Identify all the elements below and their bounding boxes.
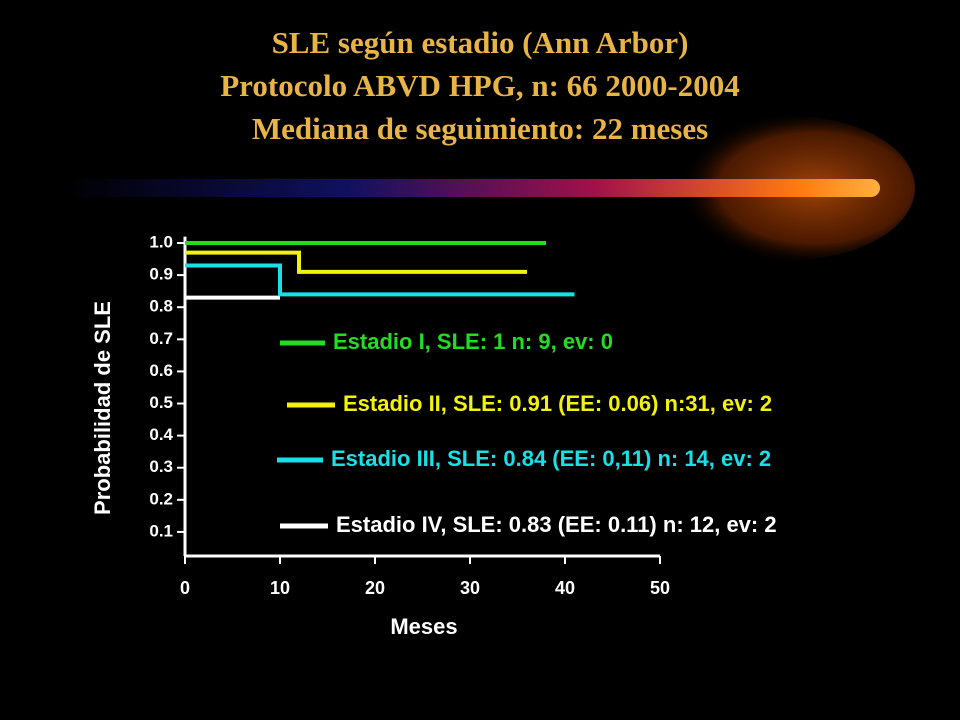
- y-tick-label: 0.1: [149, 521, 173, 540]
- survival-line: [185, 263, 575, 297]
- y-axis-label: Probabilidad de SLE: [90, 301, 115, 515]
- y-tick-label: 1.0: [149, 233, 173, 252]
- legend-label: Estadio IV, SLE: 0.83 (EE: 0.11) n: 12, …: [336, 512, 777, 537]
- y-tick-label: 0.3: [149, 457, 173, 476]
- y-tick-label: 0.5: [149, 393, 173, 412]
- y-tick-label: 0.8: [149, 297, 173, 316]
- swoosh-band: [60, 179, 880, 197]
- legend-label: Estadio II, SLE: 0.91 (EE: 0.06) n:31, e…: [343, 391, 772, 416]
- y-tick-label: 0.6: [149, 361, 173, 380]
- title-line: Protocolo ABVD HPG, n: 66 2000-2004: [220, 68, 740, 103]
- x-tick-label: 50: [650, 578, 670, 598]
- title-line: Mediana de seguimiento: 22 meses: [252, 111, 708, 146]
- survival-line: [185, 250, 527, 274]
- x-tick-label: 0: [180, 578, 190, 598]
- y-tick-label: 0.2: [149, 489, 173, 508]
- y-tick-label: 0.7: [149, 329, 173, 348]
- y-tick-label: 0.9: [149, 265, 173, 284]
- x-tick-label: 10: [270, 578, 290, 598]
- x-tick-label: 30: [460, 578, 480, 598]
- x-tick-label: 40: [555, 578, 575, 598]
- legend-label: Estadio I, SLE: 1 n: 9, ev: 0: [333, 329, 613, 354]
- title-line: SLE según estadio (Ann Arbor): [272, 25, 689, 60]
- y-tick-label: 0.4: [149, 425, 173, 444]
- x-axis-label: Meses: [390, 614, 457, 639]
- x-tick-label: 20: [365, 578, 385, 598]
- legend-label: Estadio III, SLE: 0.84 (EE: 0,11) n: 14,…: [331, 446, 771, 471]
